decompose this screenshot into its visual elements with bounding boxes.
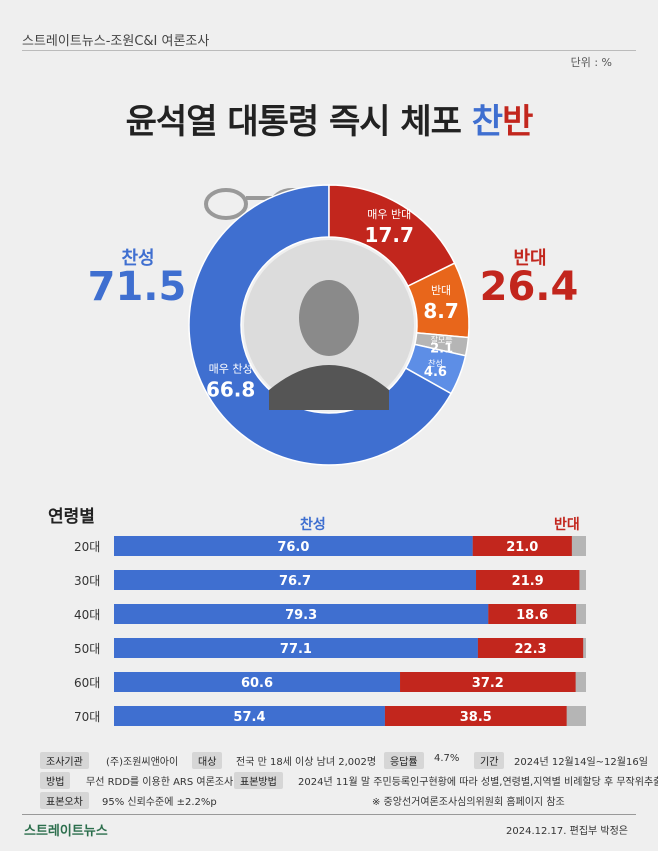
footer-key: 응답률: [384, 752, 424, 769]
age-category-label: 20대: [74, 540, 100, 554]
bar-pro-value: 76.0: [277, 540, 309, 555]
age-category-label: 60대: [74, 676, 100, 690]
donut-slice: [404, 343, 467, 395]
bottom-divider: [22, 814, 636, 815]
bar-con-value: 21.0: [506, 540, 538, 555]
slice-value: 2.1: [430, 342, 453, 357]
chart-title: 윤석열 대통령 즉시 체포 찬반: [0, 94, 658, 143]
age-section-title: 연령별: [48, 507, 95, 527]
bar-con: [472, 536, 572, 556]
footer-value: 무선 RDD를 이용한 ARS 여론조사: [86, 777, 234, 788]
bar-con-value: 38.5: [460, 710, 492, 725]
portrait-avatar: [244, 240, 414, 410]
bar-con-value: 18.6: [516, 608, 548, 623]
footer-value: 4.7%: [434, 753, 460, 764]
footer-key: 표본방법: [234, 772, 283, 789]
con-total-value: 26.4: [479, 264, 579, 310]
slice-label: 찬성: [428, 358, 443, 368]
bar-pro-value: 76.7: [279, 574, 311, 589]
age-pro-header: 찬성: [300, 517, 326, 533]
footer-value: 2024년 11월 말 주민등록인구현황에 따라 성별,연령별,지역별 비례할당…: [298, 777, 658, 788]
bar-pro: [114, 638, 478, 658]
bar-pro-value: 57.4: [233, 710, 265, 725]
brand-logo: 스트레이트뉴스: [24, 824, 108, 839]
con-total-label: 반대: [513, 248, 547, 269]
pro-total-value: 71.5: [87, 264, 187, 310]
bar-pro-value: 79.3: [285, 608, 317, 623]
slice-label: 잘모름: [431, 336, 453, 345]
bar-pro-value: 60.6: [241, 676, 273, 691]
unit-label: 단위 : %: [570, 56, 612, 69]
footer-value: (주)조원씨앤아이: [106, 757, 179, 768]
age-con-header: 반대: [554, 517, 580, 533]
bar-pro-value: 77.1: [280, 642, 312, 657]
slice-value: 17.7: [365, 223, 414, 247]
slice-label: 매우 찬성: [209, 362, 253, 376]
survey-source: 스트레이트뉴스-조원C&I 여론조사: [22, 34, 210, 49]
age-category-label: 30대: [74, 574, 100, 588]
pro-total-label: 찬성: [121, 248, 155, 269]
bar-con-value: 22.3: [515, 642, 547, 657]
footer-key: 표본오차: [40, 792, 89, 809]
slice-value: 4.6: [424, 365, 447, 380]
credit-date: 2024.12.17. 편집부 박정은: [506, 826, 628, 837]
footer-key: 조사기관: [40, 752, 89, 769]
footer-value: 95% 신뢰수준에 ±2.2%p: [102, 797, 217, 808]
age-category-label: 70대: [74, 710, 100, 724]
footer-key: 기간: [474, 752, 505, 769]
bar-con-value: 37.2: [472, 676, 504, 691]
footer-value: 전국 만 18세 이상 남녀 2,002명: [236, 757, 377, 768]
bar-con-value: 21.9: [512, 574, 544, 589]
bar-pro: [114, 604, 489, 624]
age-category-label: 40대: [74, 608, 100, 622]
bar-pro: [114, 536, 473, 556]
age-bar-chart: 20대 76.0 21.0 30대 76.7 21.9 40대 79.3 18.6 50대 77.1…: [74, 536, 586, 726]
slice-label: 반대: [431, 284, 451, 297]
title-pro: 찬: [471, 102, 503, 142]
footer-key: 대상: [192, 752, 223, 769]
bar-pro: [114, 672, 401, 692]
bar-pro: [114, 706, 385, 726]
slice-value: 66.8: [206, 378, 255, 402]
footer-key: 방법: [40, 772, 71, 789]
bar-con: [400, 672, 576, 692]
slice-label: 매우 반대: [367, 208, 411, 221]
footer-value: 2024년 12월14일~12월16일: [514, 757, 648, 768]
footer-note: ※ 중앙선거여론조사심의위원회 홈페이지 참조: [372, 797, 565, 808]
bar-pro: [114, 570, 477, 590]
top-divider: [22, 50, 636, 51]
bar-con: [477, 638, 584, 658]
title-main: 윤석열 대통령 즉시 체포: [125, 102, 472, 142]
title-con: 반: [502, 102, 533, 142]
age-category-label: 50대: [74, 642, 100, 656]
bar-con: [384, 706, 567, 726]
bar-con: [476, 570, 580, 590]
bar-con: [488, 604, 577, 624]
slice-value: 8.7: [423, 299, 458, 323]
